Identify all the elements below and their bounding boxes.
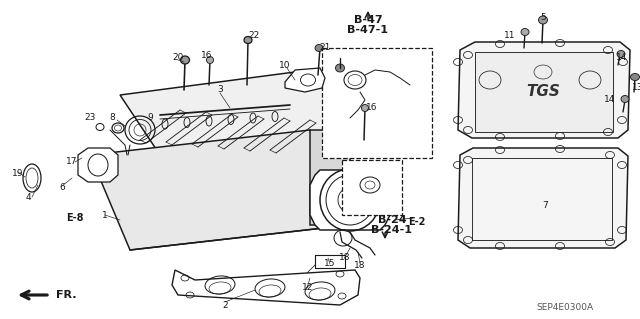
- Text: 7: 7: [542, 201, 548, 210]
- Text: 16: 16: [201, 50, 212, 60]
- Polygon shape: [172, 270, 360, 305]
- Text: 23: 23: [84, 114, 96, 122]
- Text: 6: 6: [59, 183, 65, 192]
- Text: TGS: TGS: [526, 85, 560, 100]
- Text: 3: 3: [217, 85, 223, 94]
- Text: B-47: B-47: [354, 15, 382, 25]
- Text: 15: 15: [324, 258, 336, 268]
- Text: 16: 16: [366, 103, 378, 113]
- Text: B-47-1: B-47-1: [348, 25, 388, 35]
- Text: 14: 14: [616, 54, 628, 63]
- Ellipse shape: [180, 56, 189, 64]
- Polygon shape: [458, 42, 630, 138]
- Polygon shape: [310, 130, 350, 225]
- Ellipse shape: [621, 95, 629, 102]
- Text: 18: 18: [339, 254, 351, 263]
- Text: 20: 20: [172, 53, 184, 62]
- Text: 19: 19: [12, 168, 24, 177]
- Text: 17: 17: [67, 158, 77, 167]
- Text: 12: 12: [302, 284, 314, 293]
- Polygon shape: [120, 70, 350, 155]
- Ellipse shape: [244, 36, 252, 43]
- Bar: [475, 52, 613, 132]
- Text: 2: 2: [222, 300, 228, 309]
- Text: B-24-1: B-24-1: [371, 225, 413, 235]
- Ellipse shape: [538, 16, 547, 24]
- Text: 21: 21: [319, 42, 331, 51]
- Text: FR.: FR.: [56, 290, 77, 300]
- Ellipse shape: [630, 73, 639, 80]
- Text: 10: 10: [279, 61, 291, 70]
- Polygon shape: [310, 170, 390, 230]
- Text: B-24: B-24: [378, 215, 406, 225]
- Bar: [342, 160, 402, 215]
- Polygon shape: [78, 148, 118, 182]
- Text: 9: 9: [147, 114, 153, 122]
- Text: SEP4E0300A: SEP4E0300A: [536, 303, 593, 313]
- Text: 18: 18: [355, 261, 365, 270]
- Text: 22: 22: [248, 31, 260, 40]
- Ellipse shape: [315, 44, 323, 51]
- Polygon shape: [458, 148, 628, 248]
- Text: E-8: E-8: [67, 213, 84, 223]
- Ellipse shape: [617, 50, 625, 57]
- Text: 1: 1: [102, 211, 108, 219]
- Text: 4: 4: [25, 192, 31, 202]
- Text: 5: 5: [540, 13, 546, 23]
- Text: 13: 13: [632, 84, 640, 93]
- Ellipse shape: [335, 64, 344, 72]
- Ellipse shape: [362, 105, 369, 112]
- Text: 11: 11: [504, 31, 516, 40]
- Bar: [472, 158, 612, 240]
- Polygon shape: [285, 68, 325, 92]
- Text: E-2: E-2: [408, 217, 426, 227]
- Text: 14: 14: [604, 95, 616, 105]
- Text: 8: 8: [109, 114, 115, 122]
- Bar: [322, 48, 432, 158]
- Ellipse shape: [521, 28, 529, 35]
- Ellipse shape: [207, 56, 214, 63]
- Polygon shape: [90, 130, 350, 250]
